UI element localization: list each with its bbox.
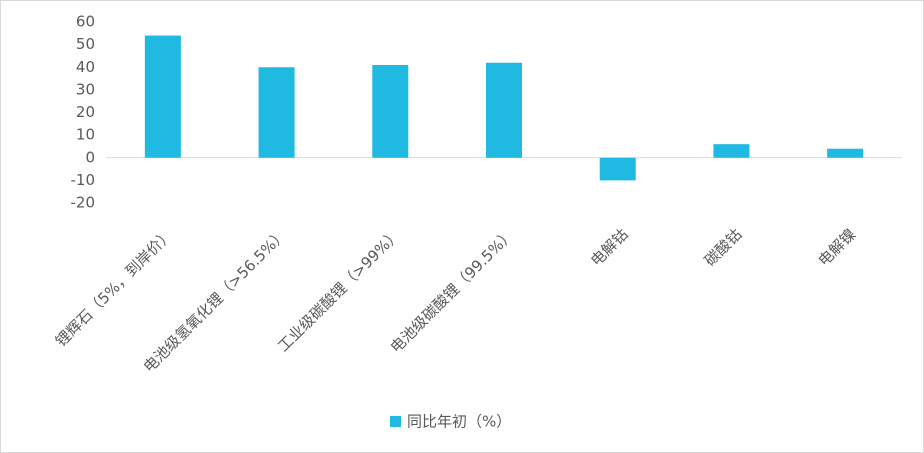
y-tick-label: 50 — [76, 35, 95, 53]
bar — [713, 144, 750, 158]
bar — [144, 35, 181, 158]
y-tick-label: -10 — [71, 171, 96, 189]
y-tick-label: -20 — [71, 194, 96, 212]
y-tick-label: 30 — [76, 80, 95, 98]
bar — [372, 64, 409, 158]
legend-swatch — [390, 416, 401, 427]
y-tick-label: 40 — [76, 58, 95, 76]
bar — [486, 62, 522, 158]
bar — [599, 157, 636, 181]
bar — [827, 148, 864, 158]
y-tick-label: 0 — [85, 148, 95, 166]
legend-label: 同比年初（%） — [407, 413, 511, 431]
bar — [258, 67, 295, 158]
y-tick-label: 10 — [76, 126, 95, 144]
y-tick-label: 20 — [76, 103, 95, 121]
y-tick-label: 60 — [76, 13, 95, 31]
